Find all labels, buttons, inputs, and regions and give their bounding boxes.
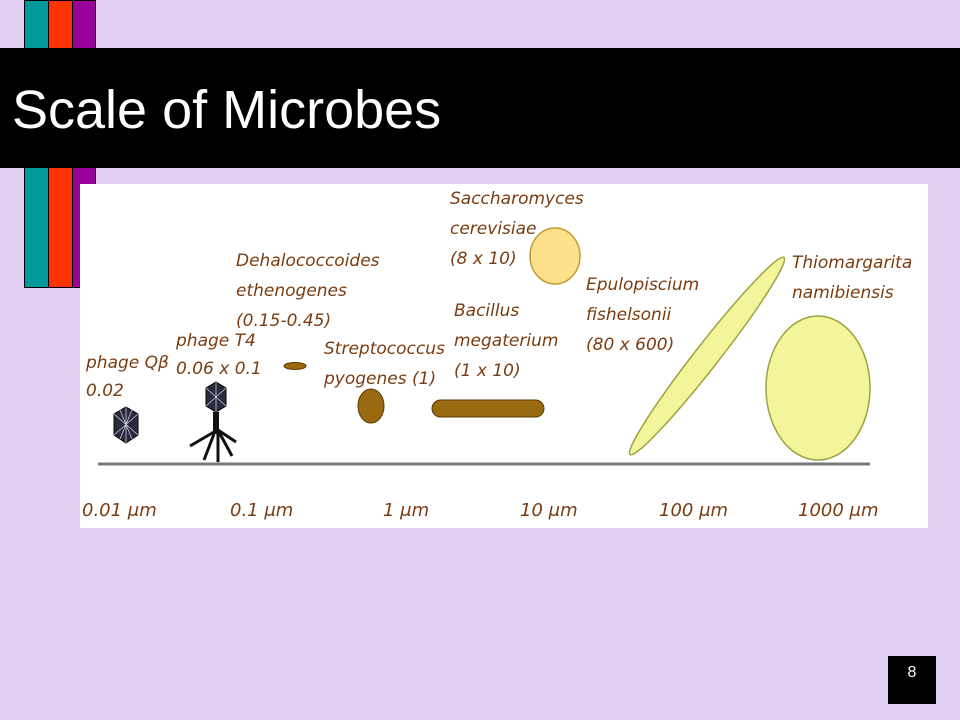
epulopiscium-label-line1: Epulopiscium bbox=[586, 275, 699, 295]
thiomargarita-label-line2: namibiensis bbox=[792, 283, 894, 303]
bacillus-label-line1: Bacillus bbox=[454, 301, 519, 321]
dehalococcoides-label-line1: Dehalococcoides bbox=[236, 251, 380, 271]
streptococcus-label-line2: pyogenes (1) bbox=[323, 369, 436, 389]
rod-cell-icon bbox=[431, 399, 545, 418]
thiomargarita-label-line1: Thiomargarita bbox=[792, 253, 912, 273]
tick-label-0.01um: 0.01 μm bbox=[82, 500, 157, 521]
tick-label-1000um: 1000 μm bbox=[798, 500, 879, 521]
phage-t4-label-line2: 0.06 x 0.1 bbox=[176, 359, 262, 379]
icosahedral-virus-icon bbox=[113, 406, 139, 444]
saccharomyces-label-line3: (8 x 10) bbox=[450, 249, 517, 269]
tick-label-0.1um: 0.1 μm bbox=[230, 500, 293, 521]
elongated-cell-icon bbox=[628, 256, 786, 456]
page-number: 8 bbox=[888, 656, 936, 704]
organism-saccharomyces: Saccharomyces cerevisiae (8 x 10) bbox=[450, 189, 584, 285]
microbe-scale-figure: 0.01 μm 0.1 μm 1 μm 10 μm 100 μm 1000 μm… bbox=[80, 184, 928, 528]
bacillus-label-line3: (1 x 10) bbox=[454, 361, 521, 381]
dehalococcoides-label-line2: ethenogenes bbox=[236, 281, 347, 301]
phage-qb-label-line1: phage Qβ bbox=[85, 353, 169, 373]
organism-dehalococcoides: Dehalococcoides ethenogenes (0.15-0.45) bbox=[236, 251, 380, 370]
organism-phage-t4: phage T4 0.06 x 0.1 bbox=[175, 331, 262, 462]
yeast-cell-icon bbox=[529, 227, 581, 285]
tick-label-1um: 1 μm bbox=[383, 500, 429, 521]
title-bar: Scale of Microbes bbox=[0, 48, 960, 168]
organism-epulopiscium: Epulopiscium fishelsonii (80 x 600) bbox=[586, 256, 786, 456]
bacteriophage-icon bbox=[189, 381, 237, 462]
saccharomyces-label-line2: cerevisiae bbox=[450, 219, 537, 239]
organism-thiomargarita: Thiomargarita namibiensis bbox=[765, 253, 912, 461]
tick-label-10um: 10 μm bbox=[520, 500, 578, 521]
rod-cell-icon bbox=[283, 362, 307, 370]
giant-sphere-cell-icon bbox=[765, 315, 871, 461]
slide-title: Scale of Microbes bbox=[12, 80, 442, 140]
epulopiscium-label-line2: fishelsonii bbox=[586, 305, 672, 325]
phage-t4-label-line1: phage T4 bbox=[175, 331, 256, 351]
tick-label-100um: 100 μm bbox=[659, 500, 728, 521]
saccharomyces-label-line1: Saccharomyces bbox=[450, 189, 584, 209]
epulopiscium-label-line3: (80 x 600) bbox=[586, 335, 674, 355]
bacillus-label-line2: megaterium bbox=[454, 331, 558, 351]
dehalococcoides-label-line3: (0.15-0.45) bbox=[236, 311, 331, 331]
organism-bacillus: Bacillus megaterium (1 x 10) bbox=[431, 301, 558, 418]
coccus-cell-icon bbox=[357, 388, 385, 424]
organism-phage-qb: phage Qβ 0.02 bbox=[85, 353, 169, 444]
microbe-scale-diagram: 0.01 μm 0.1 μm 1 μm 10 μm 100 μm 1000 μm… bbox=[82, 189, 912, 521]
phage-qb-label-line2: 0.02 bbox=[86, 381, 124, 401]
organism-streptococcus: Streptococcus pyogenes (1) bbox=[323, 339, 445, 424]
streptococcus-label-line1: Streptococcus bbox=[324, 339, 445, 359]
